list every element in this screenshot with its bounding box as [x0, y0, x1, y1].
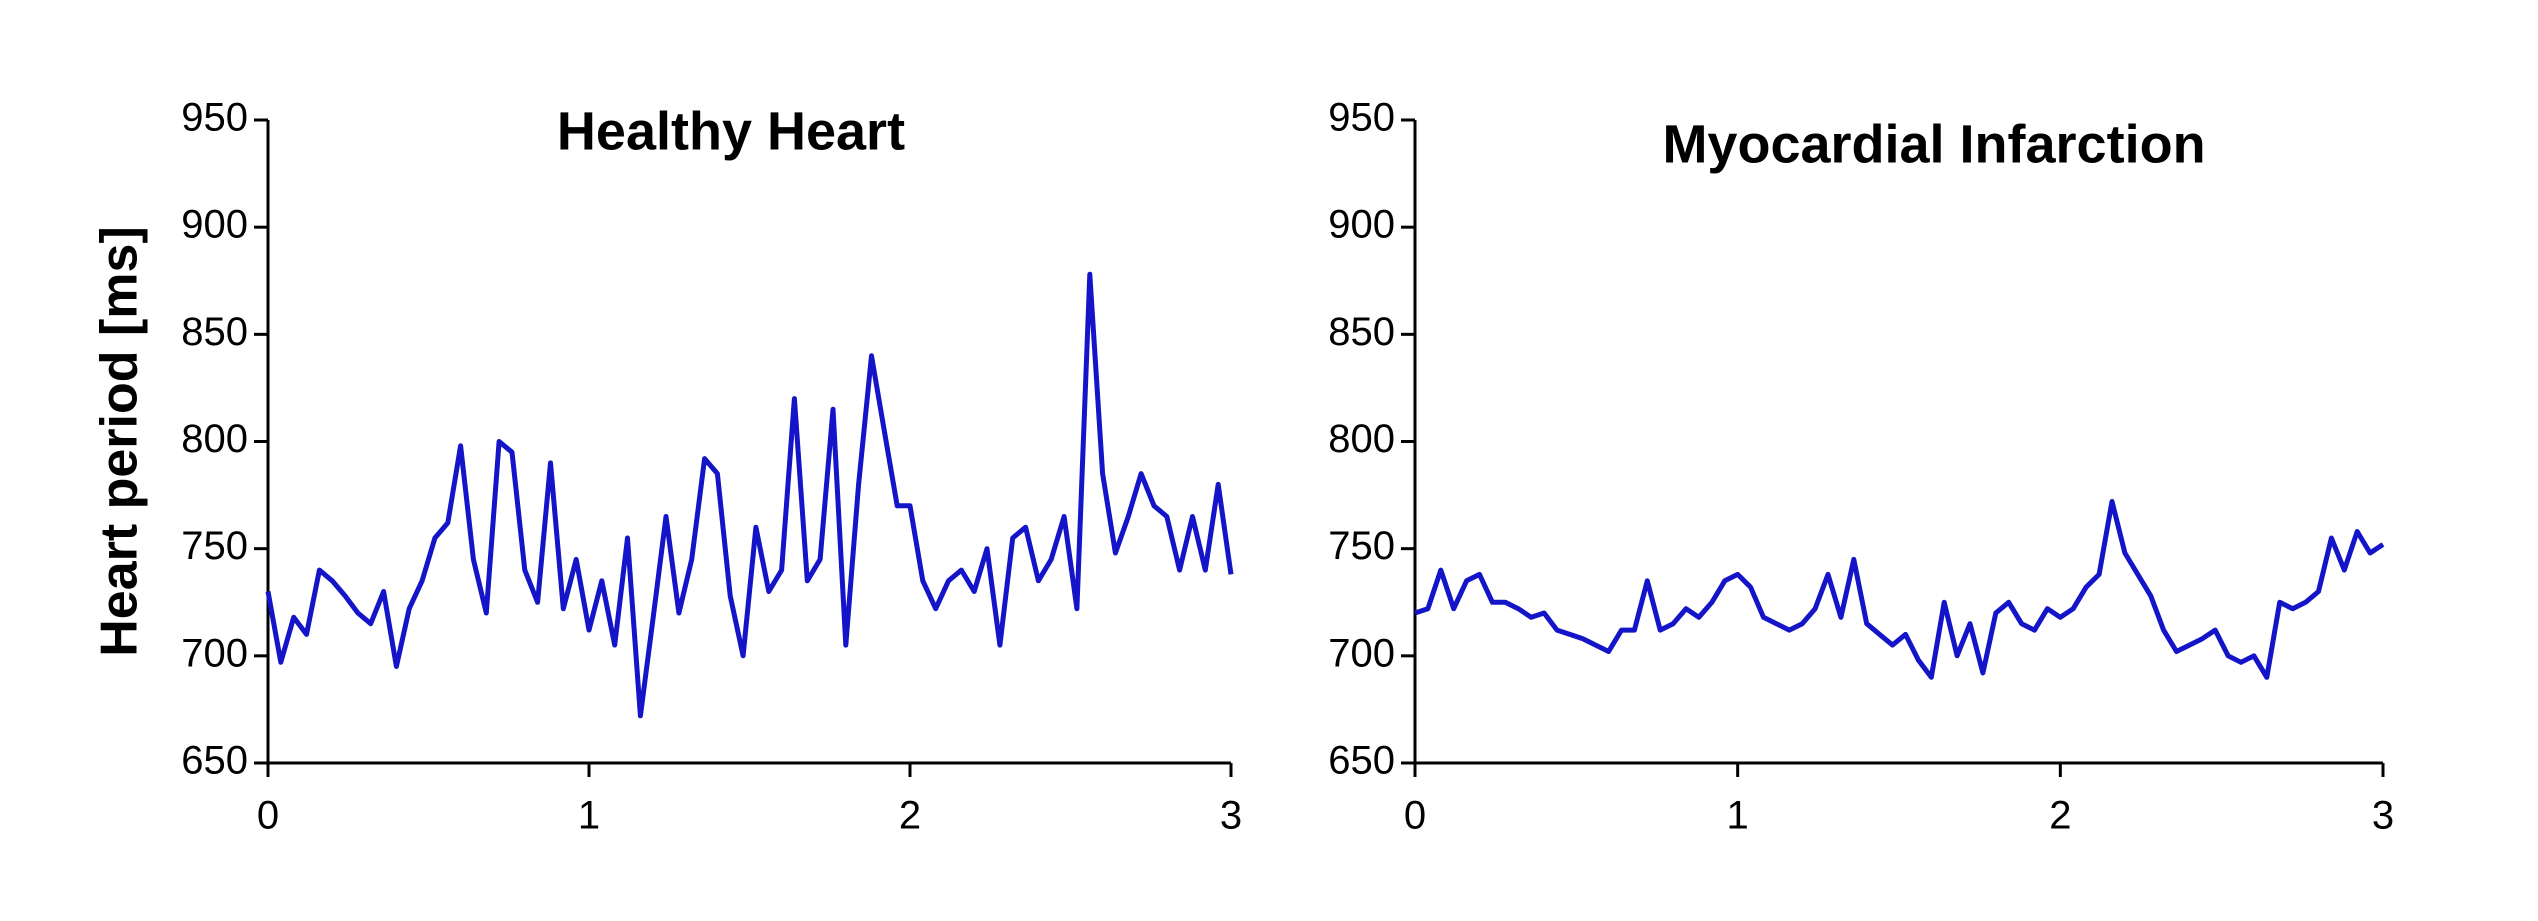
chart-title: Myocardial Infarction [1662, 114, 2205, 174]
y-tick-label: 800 [181, 417, 248, 461]
y-tick-label: 750 [181, 524, 248, 568]
x-tick-label: 1 [1727, 794, 1749, 838]
x-tick-label: 2 [2049, 794, 2071, 838]
x-tick-label: 0 [257, 794, 279, 838]
y-tick-label: 850 [181, 310, 248, 354]
y-tick-label: 650 [181, 739, 248, 783]
chart-title: Healthy Heart [557, 101, 905, 161]
data-line [1414, 499, 2385, 680]
y-tick-label: 850 [1328, 310, 1395, 354]
x-tick-label: 3 [1220, 794, 1242, 838]
x-tick-label: 1 [578, 794, 600, 838]
y-axis-label: Heart period [ms] [91, 226, 149, 657]
y-tick-label: 700 [1328, 631, 1395, 675]
x-tick-label: 2 [899, 794, 921, 838]
y-tick-label: 750 [1328, 524, 1395, 568]
x-tick-label: 0 [1404, 794, 1426, 838]
y-tick-label: 900 [181, 203, 248, 247]
y-tick-label: 950 [1328, 96, 1395, 140]
y-tick-label: 900 [1328, 203, 1395, 247]
y-tick-label: 650 [1328, 739, 1395, 783]
y-tick-label: 950 [181, 96, 248, 140]
y-tick-label: 700 [181, 631, 248, 675]
x-tick-label: 3 [2372, 794, 2394, 838]
data-line [265, 271, 1234, 719]
y-tick-label: 800 [1328, 417, 1395, 461]
